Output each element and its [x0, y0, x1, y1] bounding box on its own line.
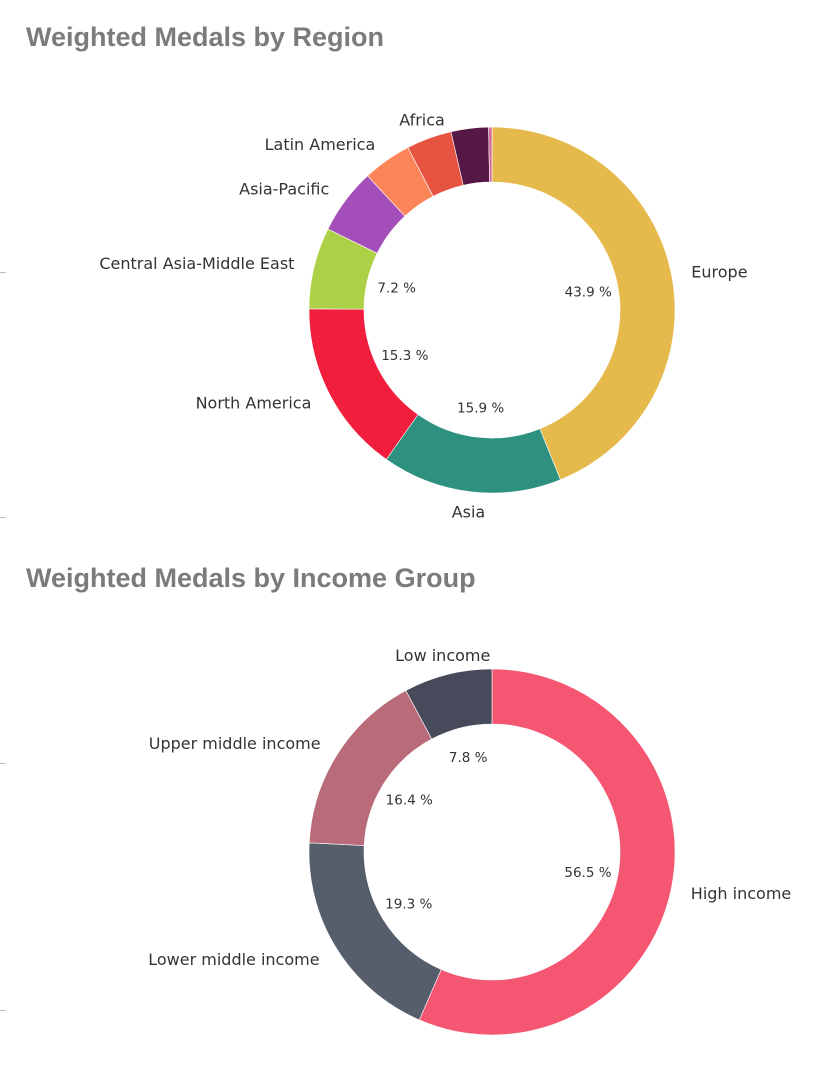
slice-percent-label: 56.5 %: [564, 865, 611, 881]
slice-percent-label: 7.8 %: [449, 750, 488, 766]
slice-label: High income: [691, 884, 791, 903]
region-chart-title: Weighted Medals by Region: [26, 22, 385, 52]
axis-tick: [0, 517, 6, 518]
slice-low-income[interactable]: [405, 668, 493, 740]
slice-upper-middle-income[interactable]: [308, 690, 433, 846]
income-donut: High income 56.5 % Lower middle income 19.3…: [148, 646, 791, 1036]
slice-label: Asia: [452, 503, 486, 522]
slice-percent-label: 7.2 %: [377, 280, 416, 296]
slice-percent-label: 15.3 %: [381, 348, 428, 364]
slice-lower-middle-income[interactable]: [308, 842, 442, 1021]
slice-label: Low income: [395, 646, 490, 665]
slice-label: Central Asia-Middle East: [99, 254, 294, 273]
slice-unlabeled[interactable]: [488, 126, 493, 183]
slice-percent-label: 15.9 %: [457, 400, 504, 416]
axis-tick: [0, 1010, 6, 1011]
slice-label: Latin America: [265, 135, 376, 154]
slice-label: Asia-Pacific: [239, 180, 329, 199]
slice-label: Africa: [399, 110, 445, 129]
income-chart-title: Weighted Medals by Income Group: [26, 563, 476, 593]
slice-label: Europe: [691, 262, 747, 281]
slice-percent-label: 19.3 %: [385, 897, 432, 913]
slice-asia[interactable]: [385, 414, 561, 494]
axis-tick: [0, 272, 6, 273]
slice-high-income[interactable]: [418, 668, 676, 1036]
slice-label: Lower middle income: [148, 950, 319, 969]
axis-tick: [0, 763, 6, 764]
slice-label: Upper middle income: [149, 734, 321, 753]
region-donut: Europe 43.9 % Asia 15.9 % North America 15.3 …: [99, 110, 747, 521]
slice-north-america[interactable]: [308, 308, 419, 460]
slice-percent-label: 16.4 %: [386, 792, 433, 808]
slice-percent-label: 43.9 %: [565, 284, 612, 300]
slice-label: North America: [196, 394, 312, 413]
slice-europe[interactable]: [491, 126, 676, 481]
